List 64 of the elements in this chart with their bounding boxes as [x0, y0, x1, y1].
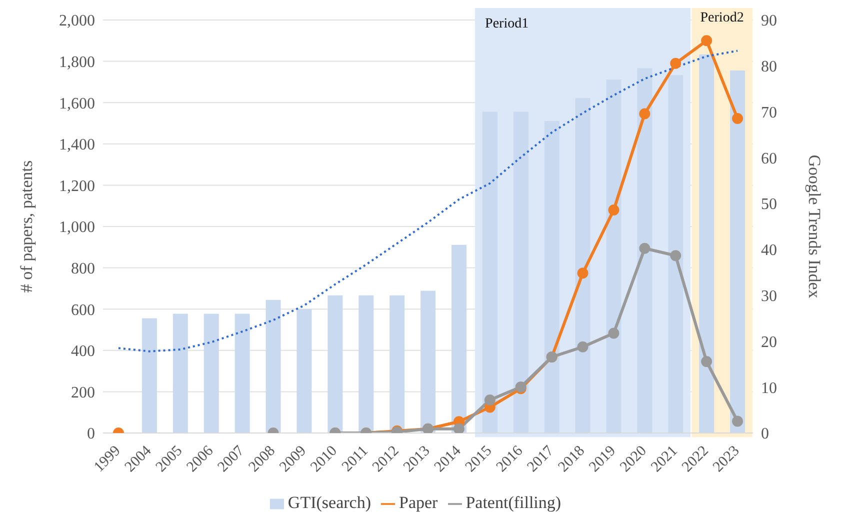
x-tick-label: 2011: [339, 442, 372, 476]
y2-tick-label: 10: [761, 380, 777, 397]
bar: [420, 290, 436, 433]
bar: [358, 295, 374, 433]
x-tick-label: 2021: [648, 442, 681, 476]
bar: [575, 98, 590, 433]
bar: [730, 70, 746, 433]
bar: [544, 120, 560, 433]
bar: [513, 112, 528, 433]
y-tick-label: 200: [71, 384, 95, 402]
y2-tick-label: 30: [761, 288, 777, 306]
bar: [234, 314, 250, 433]
y-tick-label: 1,800: [59, 54, 95, 71]
point: [670, 250, 682, 262]
bar: [204, 314, 219, 433]
point: [577, 341, 588, 352]
legend-label: GTI(search): [288, 493, 371, 512]
point: [608, 328, 620, 339]
bar: [451, 244, 466, 433]
point: [639, 108, 650, 120]
y-axis-title: # of papers, patents: [17, 160, 36, 293]
y-tick-label: 0: [87, 426, 95, 443]
bar: [172, 314, 188, 433]
point: [453, 423, 464, 433]
band-label: Period2: [700, 10, 744, 26]
y2-tick-label: 80: [761, 58, 777, 76]
y2-tick-label: 90: [761, 12, 777, 30]
y-tick-label: 1,600: [59, 95, 95, 112]
legend-label: Patent(filling): [466, 493, 562, 512]
bar: [482, 112, 498, 433]
band-label: Period1: [485, 16, 529, 32]
legend-label: Paper: [398, 493, 438, 512]
y2-tick-label: 70: [761, 104, 777, 122]
y-tick-label: 400: [71, 343, 95, 360]
y2-tick-label: 50: [761, 196, 777, 214]
point: [639, 242, 650, 254]
line-series: [117, 50, 739, 352]
y-tick-label: 600: [71, 302, 95, 319]
bar: [606, 80, 622, 433]
point: [732, 113, 744, 124]
point: [701, 35, 712, 46]
point: [732, 416, 744, 427]
bar: [328, 295, 343, 433]
bar: [668, 75, 684, 433]
bar: [699, 54, 714, 433]
y-tick-label: 2,000: [59, 12, 95, 30]
y-tick-label: 1,200: [59, 178, 95, 195]
y-tick-label: 800: [71, 260, 95, 278]
y2-tick-label: 0: [761, 426, 769, 443]
y2-tick-label: 20: [761, 334, 777, 351]
point: [577, 268, 588, 279]
bar: [266, 300, 281, 433]
bar: [142, 318, 157, 433]
bar: [637, 68, 652, 433]
bar: [296, 309, 312, 433]
y-tick-label: 1,400: [59, 136, 95, 154]
y2-axis-title: Google Trends Index: [804, 154, 824, 299]
y2-tick-label: 40: [761, 242, 777, 260]
y-tick-label: 1,000: [59, 219, 95, 236]
point: [608, 204, 620, 216]
point: [701, 356, 712, 368]
point: [484, 394, 496, 406]
y2-tick-label: 60: [761, 150, 777, 168]
point: [670, 58, 682, 69]
